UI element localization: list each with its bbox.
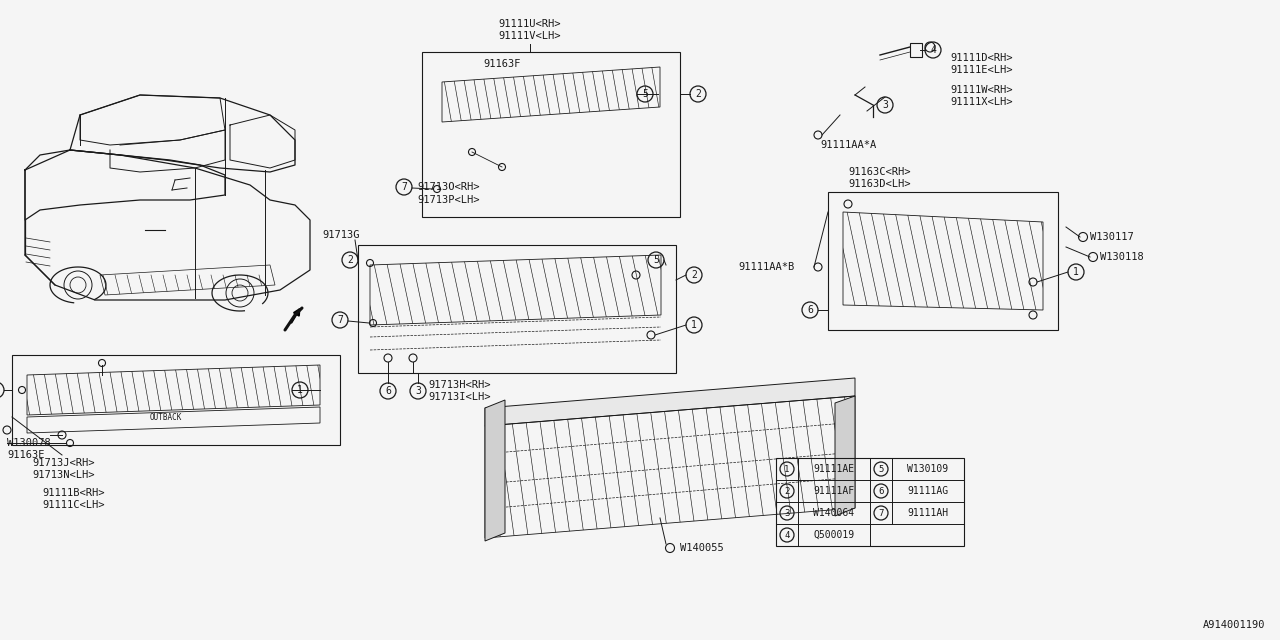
Polygon shape <box>485 400 506 541</box>
Bar <box>910 43 922 57</box>
Text: W140055: W140055 <box>680 543 723 553</box>
Polygon shape <box>835 396 855 516</box>
Text: 2: 2 <box>695 89 701 99</box>
Text: W130109: W130109 <box>908 464 948 474</box>
Text: 91111AG: 91111AG <box>908 486 948 496</box>
Text: 91163F: 91163F <box>484 59 521 69</box>
Text: 91111AE: 91111AE <box>813 464 855 474</box>
Text: A914001190: A914001190 <box>1202 620 1265 630</box>
Bar <box>776 458 964 546</box>
Bar <box>358 245 676 373</box>
Bar <box>12 355 340 445</box>
Text: Q500019: Q500019 <box>813 530 855 540</box>
Text: 91111U<RH>: 91111U<RH> <box>499 19 561 29</box>
Text: 91163C<RH>: 91163C<RH> <box>849 167 910 177</box>
Text: 91111E<LH>: 91111E<LH> <box>950 65 1012 75</box>
Text: 2: 2 <box>347 255 353 265</box>
Text: 91111D<RH>: 91111D<RH> <box>950 53 1012 63</box>
Text: 91713G: 91713G <box>323 230 360 240</box>
Text: 1: 1 <box>297 385 303 395</box>
Text: W140064: W140064 <box>813 508 855 518</box>
Text: 6: 6 <box>878 486 883 495</box>
Text: 5: 5 <box>878 465 883 474</box>
Text: 91163D<LH>: 91163D<LH> <box>849 179 910 189</box>
Text: 91111W<RH>: 91111W<RH> <box>950 85 1012 95</box>
Text: 91111X<LH>: 91111X<LH> <box>950 97 1012 107</box>
Text: W130117: W130117 <box>1091 232 1134 242</box>
Text: 91111C<LH>: 91111C<LH> <box>42 500 105 510</box>
Text: 91713J<RH>: 91713J<RH> <box>32 458 95 468</box>
Text: 1: 1 <box>691 320 696 330</box>
Text: 3: 3 <box>785 509 790 518</box>
Text: W130078: W130078 <box>6 438 51 448</box>
Text: 91111AA*A: 91111AA*A <box>820 140 877 150</box>
Text: 1: 1 <box>1073 267 1079 277</box>
Text: 2: 2 <box>691 270 696 280</box>
Text: 7: 7 <box>401 182 407 192</box>
Text: 91111V<LH>: 91111V<LH> <box>499 31 561 41</box>
Text: 91713I<LH>: 91713I<LH> <box>428 392 490 402</box>
Text: 91111AH: 91111AH <box>908 508 948 518</box>
Text: 7: 7 <box>337 315 343 325</box>
Text: 6: 6 <box>385 386 390 396</box>
Polygon shape <box>485 378 855 426</box>
Text: 91713O<RH>: 91713O<RH> <box>417 182 480 192</box>
Text: 7: 7 <box>878 509 883 518</box>
Text: 5: 5 <box>653 255 659 265</box>
Text: 91713P<LH>: 91713P<LH> <box>417 195 480 205</box>
Text: 4: 4 <box>931 45 936 55</box>
Text: 3: 3 <box>882 100 888 110</box>
Text: 91713N<LH>: 91713N<LH> <box>32 470 95 480</box>
Text: 4: 4 <box>785 531 790 540</box>
Bar <box>828 192 1059 330</box>
Text: 91111B<RH>: 91111B<RH> <box>42 488 105 498</box>
Text: 1: 1 <box>785 465 790 474</box>
Bar <box>422 52 680 217</box>
Text: OUTBACK: OUTBACK <box>150 413 182 422</box>
Text: 3: 3 <box>415 386 421 396</box>
Text: 2: 2 <box>785 486 790 495</box>
Text: 91111AF: 91111AF <box>813 486 855 496</box>
Text: 91713H<RH>: 91713H<RH> <box>428 380 490 390</box>
Text: 91111AA*B: 91111AA*B <box>739 262 795 272</box>
Text: W130118: W130118 <box>1100 252 1144 262</box>
Text: 91163E: 91163E <box>6 450 45 460</box>
Text: 5: 5 <box>643 89 648 99</box>
Text: 6: 6 <box>808 305 813 315</box>
